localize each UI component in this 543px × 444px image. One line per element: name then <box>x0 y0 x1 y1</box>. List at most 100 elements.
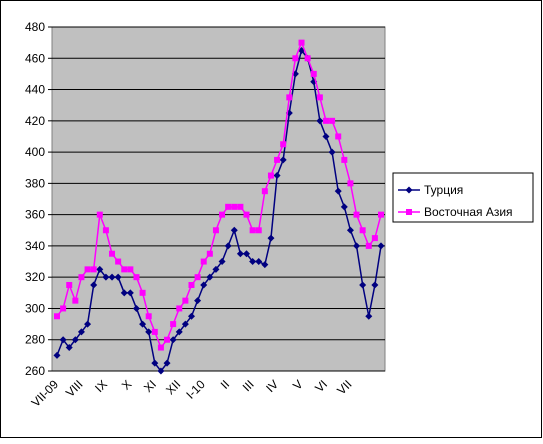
point <box>115 258 122 265</box>
point <box>151 328 158 335</box>
point <box>169 336 177 344</box>
point <box>90 266 97 273</box>
point <box>292 55 299 62</box>
point <box>71 336 79 344</box>
point <box>322 132 330 140</box>
point <box>243 250 251 258</box>
point <box>219 211 226 218</box>
point <box>114 273 122 281</box>
point <box>109 250 116 257</box>
point <box>66 282 73 288</box>
legend-box <box>392 172 534 223</box>
point <box>280 141 287 148</box>
y-tick-label: 280 <box>25 333 45 347</box>
point <box>249 258 257 266</box>
point <box>224 242 232 250</box>
y-tick-label: 420 <box>25 114 45 128</box>
point <box>405 186 413 194</box>
point <box>237 203 244 210</box>
point <box>133 274 140 281</box>
point <box>102 273 110 281</box>
y-tick-label: 440 <box>25 83 45 97</box>
point <box>255 227 262 234</box>
point <box>365 312 373 320</box>
point <box>273 172 281 180</box>
point <box>371 281 379 289</box>
point <box>322 117 329 124</box>
point <box>231 203 238 210</box>
point <box>151 359 159 367</box>
plot-area <box>51 26 386 372</box>
point <box>267 234 275 242</box>
point <box>340 203 348 211</box>
point <box>255 258 263 266</box>
point <box>347 180 354 187</box>
y-tick-label: 360 <box>25 208 45 222</box>
point <box>359 281 367 289</box>
point <box>274 156 281 163</box>
point <box>84 320 92 328</box>
point <box>77 328 85 336</box>
point <box>341 156 348 163</box>
point <box>164 336 171 343</box>
point <box>267 172 274 179</box>
y-tick-label: 460 <box>25 51 45 65</box>
point <box>126 289 134 297</box>
point <box>371 235 378 242</box>
point <box>334 187 342 195</box>
point <box>279 156 287 164</box>
point <box>406 209 412 215</box>
point <box>261 261 269 269</box>
point <box>359 227 366 234</box>
legend-label: Восточная Азия <box>424 205 513 219</box>
point <box>90 281 98 289</box>
point <box>181 320 189 328</box>
point <box>72 297 79 304</box>
point <box>310 70 317 77</box>
point <box>249 227 256 234</box>
point <box>218 258 226 266</box>
point <box>175 328 183 336</box>
y-tick-label: 340 <box>25 239 45 253</box>
y-tick-label: 260 <box>25 364 45 378</box>
point <box>127 266 134 273</box>
point <box>230 226 238 234</box>
point <box>176 305 183 312</box>
point <box>120 289 128 297</box>
point <box>139 289 146 296</box>
legend <box>392 172 534 223</box>
point <box>346 226 354 234</box>
point <box>286 94 293 101</box>
point <box>236 250 244 258</box>
point <box>365 242 372 249</box>
point <box>187 312 195 320</box>
point <box>200 258 207 265</box>
point <box>145 313 152 320</box>
point <box>194 274 201 281</box>
point <box>157 367 165 375</box>
point <box>59 336 67 344</box>
point <box>139 320 147 328</box>
point <box>329 117 336 124</box>
legend-label: Турция <box>424 183 463 197</box>
point <box>194 297 202 305</box>
point <box>304 55 311 62</box>
point <box>132 304 140 312</box>
point <box>96 211 103 218</box>
point <box>182 297 189 304</box>
point <box>102 227 109 234</box>
point <box>96 265 104 273</box>
point <box>212 265 220 273</box>
point <box>121 266 128 273</box>
point <box>163 359 171 367</box>
y-tick-label: 480 <box>25 20 45 34</box>
point <box>206 250 213 257</box>
point <box>200 281 208 289</box>
point <box>60 305 67 312</box>
point <box>377 242 385 250</box>
point <box>378 211 384 218</box>
point <box>170 321 177 328</box>
point <box>145 328 153 336</box>
y-tick-label: 400 <box>25 145 45 159</box>
